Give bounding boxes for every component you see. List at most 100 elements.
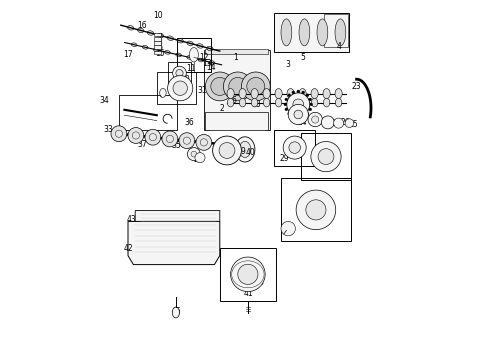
Circle shape bbox=[205, 72, 234, 101]
Circle shape bbox=[196, 135, 212, 150]
Text: 23: 23 bbox=[352, 82, 362, 91]
Circle shape bbox=[162, 131, 178, 147]
Ellipse shape bbox=[147, 31, 154, 35]
Text: 32: 32 bbox=[173, 90, 183, 99]
Circle shape bbox=[283, 136, 306, 159]
Circle shape bbox=[238, 264, 258, 284]
Text: 43: 43 bbox=[127, 215, 137, 224]
Text: 42: 42 bbox=[123, 244, 133, 253]
Text: 10: 10 bbox=[153, 11, 163, 20]
Ellipse shape bbox=[157, 33, 164, 38]
Circle shape bbox=[288, 104, 308, 125]
Text: 2: 2 bbox=[219, 104, 224, 113]
Circle shape bbox=[223, 72, 252, 101]
Circle shape bbox=[302, 91, 305, 94]
Circle shape bbox=[310, 103, 313, 106]
Text: 36: 36 bbox=[184, 118, 194, 127]
Circle shape bbox=[111, 126, 127, 141]
Ellipse shape bbox=[160, 89, 166, 98]
Ellipse shape bbox=[281, 19, 292, 46]
Text: 4: 4 bbox=[336, 42, 341, 51]
Text: 29: 29 bbox=[280, 154, 290, 163]
Text: 15: 15 bbox=[155, 49, 165, 58]
Ellipse shape bbox=[165, 50, 171, 54]
FancyBboxPatch shape bbox=[205, 49, 269, 54]
Circle shape bbox=[183, 137, 191, 144]
Circle shape bbox=[297, 90, 300, 93]
Circle shape bbox=[195, 153, 205, 163]
Ellipse shape bbox=[239, 141, 251, 158]
Circle shape bbox=[292, 115, 295, 118]
Circle shape bbox=[312, 116, 319, 123]
Text: 7: 7 bbox=[157, 33, 162, 42]
Text: 45: 45 bbox=[172, 307, 181, 316]
Ellipse shape bbox=[335, 19, 346, 46]
Ellipse shape bbox=[239, 98, 246, 107]
Ellipse shape bbox=[263, 98, 270, 107]
Text: 41: 41 bbox=[244, 289, 253, 298]
Ellipse shape bbox=[177, 39, 183, 43]
Circle shape bbox=[297, 116, 300, 119]
Text: 33: 33 bbox=[103, 125, 113, 134]
Text: 25: 25 bbox=[348, 120, 358, 129]
Ellipse shape bbox=[251, 98, 258, 107]
Circle shape bbox=[306, 112, 309, 115]
Ellipse shape bbox=[239, 89, 246, 99]
Ellipse shape bbox=[176, 53, 181, 57]
FancyBboxPatch shape bbox=[154, 41, 162, 45]
FancyBboxPatch shape bbox=[205, 112, 269, 130]
Ellipse shape bbox=[143, 45, 148, 49]
Text: 12: 12 bbox=[199, 53, 208, 62]
Circle shape bbox=[128, 127, 144, 143]
Text: 8: 8 bbox=[157, 38, 162, 47]
Circle shape bbox=[285, 108, 288, 111]
Text: 5: 5 bbox=[300, 53, 305, 62]
Ellipse shape bbox=[311, 89, 318, 99]
Circle shape bbox=[179, 133, 195, 149]
Text: 27: 27 bbox=[330, 119, 340, 128]
Ellipse shape bbox=[227, 89, 234, 99]
Text: 38: 38 bbox=[217, 143, 226, 152]
Text: 24: 24 bbox=[298, 118, 307, 127]
Text: 34: 34 bbox=[100, 96, 109, 105]
Circle shape bbox=[334, 118, 343, 128]
Circle shape bbox=[200, 139, 207, 146]
Ellipse shape bbox=[275, 89, 282, 99]
Ellipse shape bbox=[317, 19, 328, 46]
Circle shape bbox=[132, 132, 140, 139]
FancyBboxPatch shape bbox=[274, 13, 349, 52]
Text: 21: 21 bbox=[188, 150, 197, 159]
Circle shape bbox=[247, 77, 265, 95]
Circle shape bbox=[231, 257, 265, 292]
Circle shape bbox=[145, 129, 161, 145]
Circle shape bbox=[309, 98, 312, 101]
FancyBboxPatch shape bbox=[154, 51, 162, 54]
Circle shape bbox=[292, 91, 295, 94]
Text: 37: 37 bbox=[138, 140, 147, 149]
Text: 40: 40 bbox=[245, 148, 255, 157]
Ellipse shape bbox=[311, 98, 318, 107]
Ellipse shape bbox=[335, 98, 342, 107]
Text: 28: 28 bbox=[283, 143, 293, 152]
FancyBboxPatch shape bbox=[154, 45, 162, 49]
Ellipse shape bbox=[335, 89, 342, 99]
Polygon shape bbox=[204, 50, 270, 130]
Text: 9: 9 bbox=[157, 44, 162, 53]
Ellipse shape bbox=[176, 69, 183, 77]
Circle shape bbox=[115, 130, 122, 137]
Text: 35: 35 bbox=[172, 141, 181, 150]
Text: 1: 1 bbox=[234, 53, 238, 62]
Ellipse shape bbox=[167, 36, 173, 40]
Text: 16: 16 bbox=[138, 21, 147, 30]
Polygon shape bbox=[128, 221, 220, 265]
Ellipse shape bbox=[127, 26, 134, 30]
Ellipse shape bbox=[187, 41, 193, 46]
Circle shape bbox=[149, 134, 156, 141]
Circle shape bbox=[289, 142, 300, 153]
Circle shape bbox=[168, 76, 193, 101]
Text: 6: 6 bbox=[232, 96, 237, 105]
Circle shape bbox=[293, 99, 304, 110]
Circle shape bbox=[284, 103, 287, 106]
Text: 44: 44 bbox=[254, 278, 264, 287]
Text: 13: 13 bbox=[202, 59, 212, 68]
